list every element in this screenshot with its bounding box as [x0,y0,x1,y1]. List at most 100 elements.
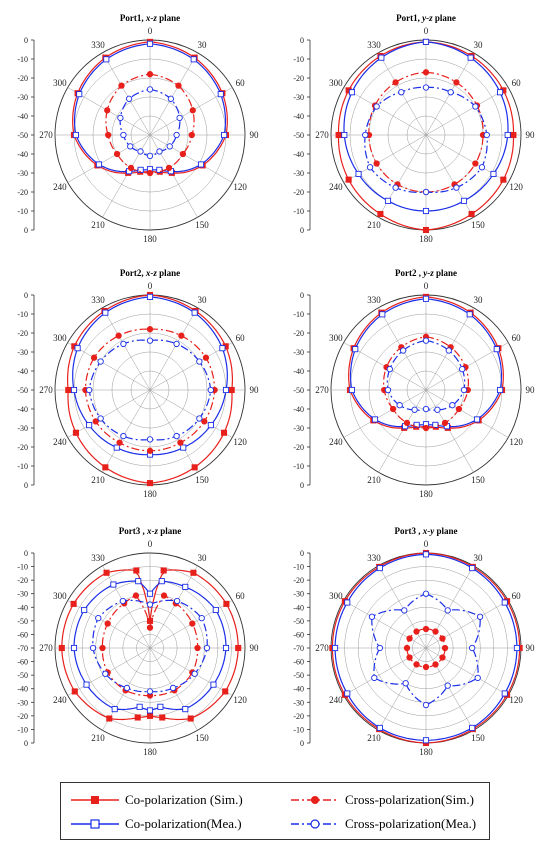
angle-tick-label: 90 [250,385,260,395]
angle-tick-label: 210 [91,475,105,485]
data-point [378,54,385,61]
polar-panel-4: 0 30 60 90 120 150 180 210 240 270 300 330 0 -10 -20 -3… [293,268,535,499]
radial-tick-label: -10 [293,725,304,734]
radial-tick-label: -40 [293,603,304,612]
data-point [118,82,125,89]
data-point [99,644,106,652]
radial-tick-label: -70 [293,644,304,653]
data-point [89,644,97,652]
data-point [466,311,473,318]
angle-tick-label: 60 [236,333,246,343]
radial-tick-label: -40 [17,150,28,159]
data-point [146,337,154,344]
radial-tick-label: -20 [17,576,28,585]
radial-tick-label: -30 [293,169,304,178]
data-point [490,170,497,178]
grid-spoke [343,647,427,696]
data-point [146,447,154,454]
data-point [176,114,183,122]
grid-spoke [102,134,151,218]
data-point [81,606,88,614]
grid-spoke [378,389,427,473]
radial-tick-label: -30 [17,698,28,707]
radial-tick-label: -50 [293,386,304,395]
data-point [97,415,104,422]
data-point [86,386,93,394]
data-point [348,386,355,394]
grid-spoke [102,52,151,136]
grid-spoke [149,389,198,473]
data-point [497,386,504,394]
data-point [160,592,168,599]
angle-tick-label: 210 [91,733,105,743]
radial-tick-label: -60 [293,658,304,667]
data-point [120,340,127,348]
data-point [189,107,196,114]
series-2 [72,40,228,175]
data-point [159,714,166,721]
data-point [496,89,504,96]
angle-tick-label: 180 [419,489,433,499]
radial-tick-label: 0 [300,36,304,45]
data-point [228,386,235,394]
data-point [413,421,420,428]
data-point [398,89,405,96]
radial-tick-label: 0 [24,226,28,235]
angle-tick-label: 240 [329,695,343,705]
radial-tick-label: -40 [17,112,28,121]
data-point [137,166,144,173]
series-4 [89,597,211,695]
data-point [348,89,356,96]
angle-tick-label: 30 [198,295,208,305]
radial-tick-label: -40 [17,685,28,694]
angle-tick-label: 90 [250,130,260,140]
radial-tick-label: -30 [17,93,28,102]
data-point [146,624,154,631]
data-point [146,436,154,443]
grid-spoke [425,87,509,136]
legend-swatch-cross-mea [291,819,339,829]
data-point [432,421,439,428]
data-point [127,164,135,172]
data-point [469,724,476,731]
radial-tick-label: -60 [17,630,28,639]
data-point [453,79,460,86]
legend-swatch-co-mea [71,819,119,829]
polar-panel-5: 0 30 60 90 120 150 180 210 240 270 300 330 0 -10 -20 -3… [17,526,259,757]
grid-spoke [378,647,427,731]
data-point [125,95,133,102]
radial-tick-label: -30 [17,590,28,599]
data-point [103,56,110,63]
radial-tick-label: -20 [293,443,304,452]
data-point [422,737,430,744]
panel-title: Port1, x-z plane [120,13,180,23]
data-point [202,354,210,361]
series-4 [368,590,484,709]
radial-tick-label: -10 [17,462,28,471]
data-point [476,613,484,620]
grid-spoke [425,647,474,731]
series-1 [58,567,242,722]
data-point [165,164,173,172]
data-point [83,681,90,688]
data-point [104,620,111,627]
data-point [501,690,508,697]
grid-spoke [149,389,233,438]
data-point [182,706,189,713]
data-point [439,654,446,661]
legend-item-cross-sim: Cross-polarization(Sim.) [291,789,474,811]
data-point [371,416,379,423]
series-4 [362,84,490,196]
data-point [95,614,102,622]
data-point [453,184,460,191]
data-point [173,340,180,348]
angle-tick-label: 210 [367,475,381,485]
data-point [201,418,208,425]
data-point [133,567,140,574]
data-point [422,551,430,558]
grid-spoke [102,565,151,649]
data-point [513,644,520,652]
data-point [413,628,420,635]
panel-title: Port3 , x-y plane [394,526,457,536]
radial-tick-label: -60 [293,630,304,639]
